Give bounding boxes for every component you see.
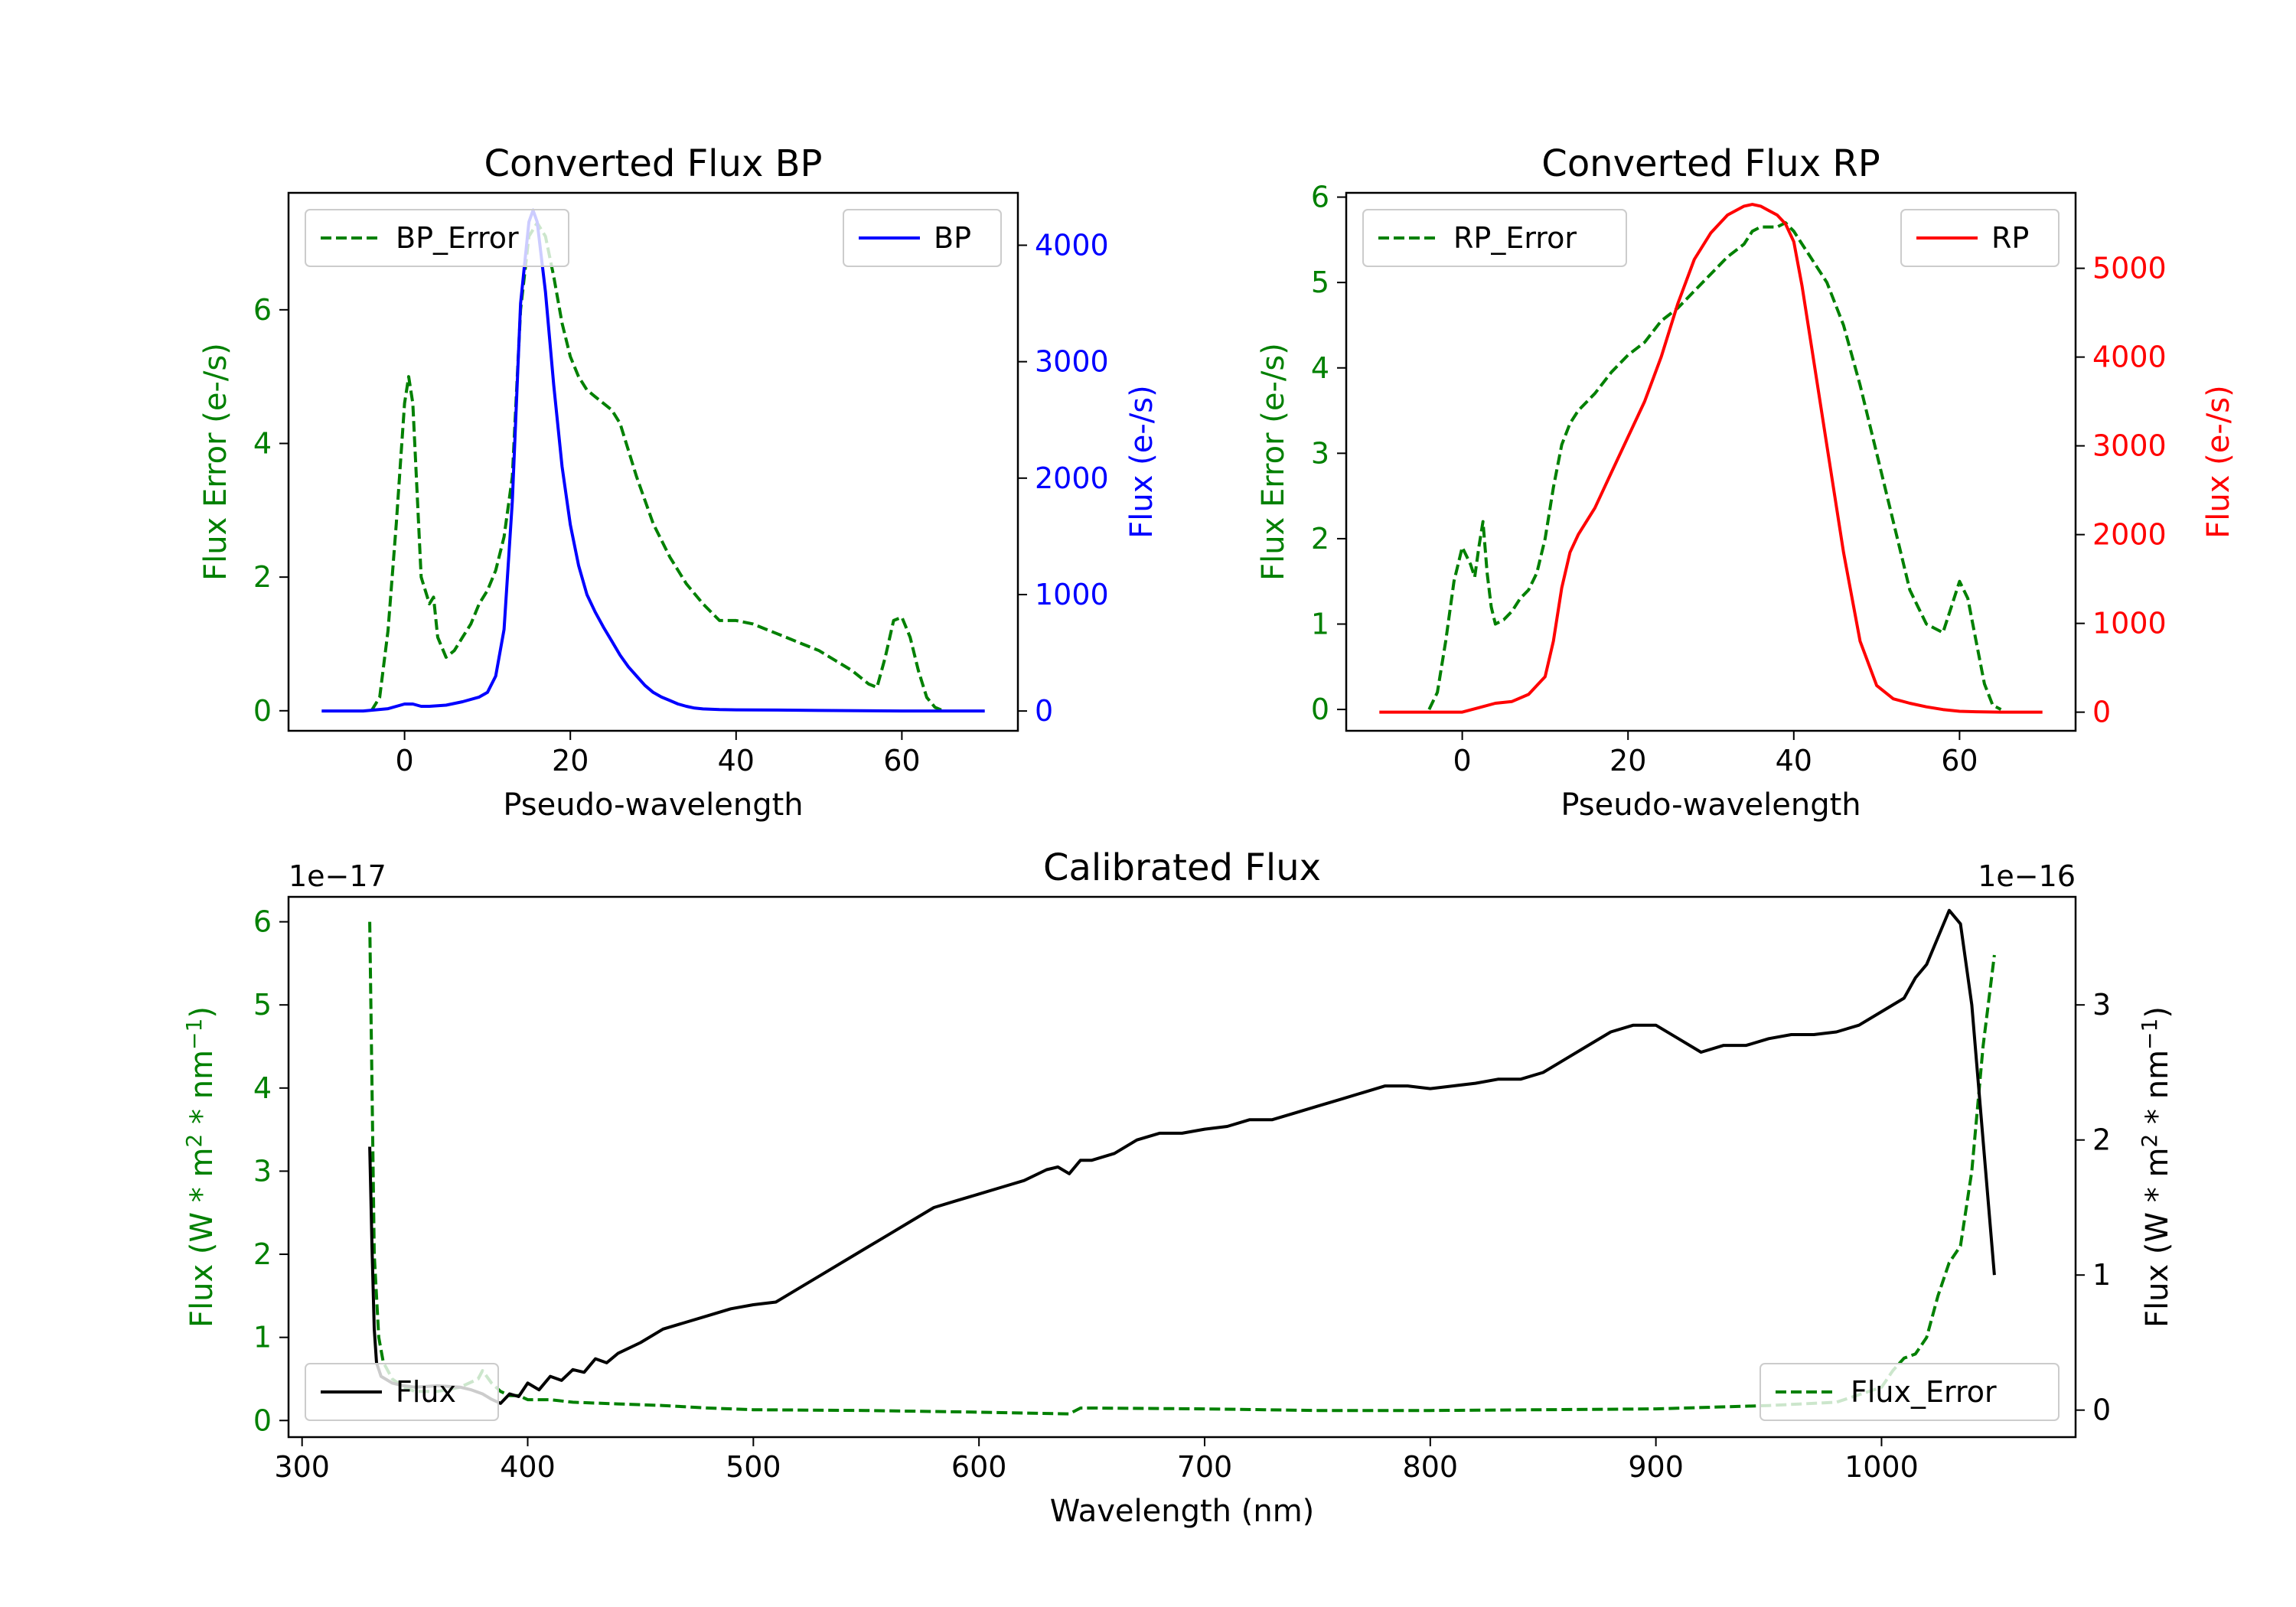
y-left-tick-label: 0 bbox=[1311, 693, 1329, 726]
y-right-tick-label: 3000 bbox=[1035, 345, 1109, 379]
series-line-rp-error bbox=[1427, 221, 2002, 711]
x-tick-label: 20 bbox=[552, 744, 589, 777]
series-line-bp-error bbox=[370, 221, 944, 712]
legend-bp: BP bbox=[843, 209, 1002, 267]
axes-frame bbox=[287, 191, 1019, 732]
y-right-axis-label: Flux (W * m2 * nm−1) bbox=[2137, 1006, 2175, 1328]
x-axis-label: Pseudo-wavelength bbox=[1561, 787, 1861, 823]
x-tick-label: 500 bbox=[726, 1450, 781, 1484]
y-left-tick-label: 3 bbox=[253, 1154, 272, 1188]
y-right-tick-label: 3 bbox=[2092, 988, 2111, 1022]
y-left-tick-label: 0 bbox=[253, 694, 272, 728]
y-right-tick-label: 3000 bbox=[2092, 429, 2167, 463]
y-right-tick-label: 4000 bbox=[2092, 341, 2167, 374]
legend-label: BP bbox=[934, 221, 971, 255]
y-right-tick-label: 0 bbox=[1035, 694, 1053, 728]
y-left-tick-label: 6 bbox=[253, 293, 272, 327]
y-left-offset-text: 1e−17 bbox=[289, 859, 386, 893]
y-left-tick-label: 6 bbox=[1311, 181, 1329, 214]
y-right-tick-label: 4000 bbox=[1035, 228, 1109, 262]
chart-title: Calibrated Flux bbox=[1043, 846, 1321, 889]
legend-box bbox=[1900, 209, 2060, 267]
x-tick-label: 1000 bbox=[1844, 1450, 1919, 1484]
y-left-tick-label: 2 bbox=[253, 560, 272, 594]
legend-label: BP_Error bbox=[396, 221, 519, 255]
y-left-tick-label: 3 bbox=[1311, 436, 1329, 470]
axes-frame bbox=[287, 895, 2077, 1439]
x-tick-label: 700 bbox=[1177, 1450, 1233, 1484]
series-line-bp bbox=[321, 208, 985, 713]
x-tick-label: 800 bbox=[1403, 1450, 1459, 1484]
y-left-tick-label: 4 bbox=[253, 426, 272, 460]
y-right-tick-label: 1000 bbox=[2092, 607, 2167, 641]
y-left-tick-label: 2 bbox=[253, 1237, 272, 1271]
y-right-tick-label: 5000 bbox=[2092, 252, 2167, 285]
x-axis-label: Pseudo-wavelength bbox=[503, 787, 803, 823]
y-right-tick-label: 0 bbox=[2092, 696, 2111, 729]
legend-rp-error: RP_Error bbox=[1362, 209, 1627, 267]
x-tick-label: 20 bbox=[1609, 744, 1646, 777]
legend-label: Flux_Error bbox=[1851, 1375, 1997, 1409]
legend-label: Flux bbox=[396, 1375, 456, 1409]
y-right-tick-label: 0 bbox=[2092, 1393, 2111, 1427]
y-left-tick-label: 1 bbox=[1311, 608, 1329, 641]
y-left-axis-label: Flux (W * m2 * nm−1) bbox=[181, 1006, 220, 1328]
x-tick-label: 300 bbox=[274, 1450, 330, 1484]
chart-rp: 0 20 40 600123456010002000300040005000Conve… bbox=[1256, 142, 2236, 823]
x-tick-label: 60 bbox=[883, 744, 920, 777]
y-right-offset-text: 1e−16 bbox=[1978, 859, 2076, 893]
y-left-tick-label: 5 bbox=[1311, 266, 1329, 299]
legend-flux-error: Flux_Error bbox=[1760, 1363, 2060, 1421]
y-left-tick-label: 4 bbox=[253, 1071, 272, 1105]
chart-title: Converted Flux RP bbox=[1541, 142, 1880, 185]
y-right-axis-label: Flux (e-/s) bbox=[1124, 385, 1159, 538]
x-tick-label: 40 bbox=[718, 744, 755, 777]
x-tick-label: 60 bbox=[1941, 744, 1978, 777]
y-left-axis-label: Flux Error (e-/s) bbox=[1256, 343, 1291, 581]
legend-box bbox=[1362, 209, 1627, 267]
legend-rp: RP bbox=[1900, 209, 2060, 267]
x-tick-label: 900 bbox=[1628, 1450, 1684, 1484]
legend-label: RP_Error bbox=[1453, 221, 1577, 255]
y-right-tick-label: 2 bbox=[2092, 1123, 2111, 1157]
y-right-tick-label: 2000 bbox=[1035, 461, 1109, 495]
y-left-axis-label: Flux Error (e-/s) bbox=[198, 343, 233, 581]
y-left-tick-label: 1 bbox=[253, 1321, 272, 1354]
legend-box bbox=[305, 209, 569, 267]
y-right-tick-label: 2000 bbox=[2092, 518, 2167, 552]
y-right-axis-label: Flux (e-/s) bbox=[2201, 385, 2236, 538]
series-line-flux-error bbox=[368, 921, 1996, 1416]
series-line-flux bbox=[368, 908, 1996, 1405]
series-line-rp bbox=[1379, 203, 2043, 714]
y-left-tick-label: 4 bbox=[1311, 351, 1329, 385]
y-left-tick-label: 5 bbox=[253, 988, 272, 1022]
legend-box bbox=[305, 1363, 499, 1421]
axes-frame bbox=[1345, 191, 2077, 732]
chart-title: Converted Flux BP bbox=[484, 142, 823, 185]
y-right-tick-label: 1 bbox=[2092, 1258, 2111, 1292]
legend-label: RP bbox=[1991, 221, 2029, 255]
legend-bp-error: BP_Error bbox=[305, 209, 569, 267]
x-tick-label: 600 bbox=[951, 1450, 1007, 1484]
legend-flux: Flux bbox=[305, 1363, 499, 1421]
legend-box bbox=[843, 209, 1002, 267]
y-left-tick-label: 0 bbox=[253, 1403, 272, 1437]
legend-box bbox=[1760, 1363, 2060, 1421]
x-tick-label: 40 bbox=[1776, 744, 1812, 777]
y-left-tick-label: 2 bbox=[1311, 522, 1329, 556]
chart-calibrated: 300 400 500 600 700 800 900 1000 0 1 2 3 4 5 6 0 1 2 3 Cali… bbox=[181, 846, 2175, 1529]
x-tick-label: 400 bbox=[500, 1450, 556, 1484]
x-tick-label: 0 bbox=[396, 744, 414, 777]
y-right-tick-label: 1000 bbox=[1035, 578, 1109, 611]
x-axis-label: Wavelength (nm) bbox=[1050, 1494, 1315, 1529]
y-left-tick-label: 6 bbox=[253, 905, 272, 939]
x-tick-label: 0 bbox=[1453, 744, 1472, 777]
